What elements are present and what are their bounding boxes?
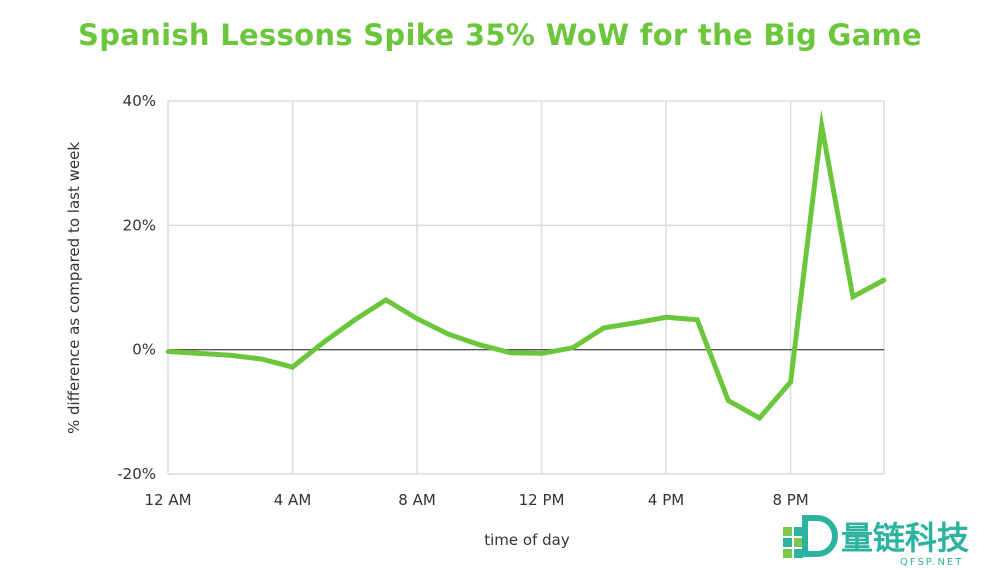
series-layer [165, 109, 887, 422]
y-tick-labels: 40% 20% 0% -20% [117, 92, 156, 483]
data-point [321, 339, 327, 345]
y-axis-title: % difference as compared to last week [65, 142, 83, 434]
watermark-subtext: QFSP.NET [900, 557, 963, 568]
data-point [881, 277, 887, 283]
x-tick-labels: 12 AM 4 AM 8 AM 12 PM 4 PM 8 PM [144, 491, 808, 509]
series-line [167, 109, 886, 422]
data-point [227, 352, 233, 358]
data-point [508, 350, 513, 356]
x-axis-title: time of day [484, 531, 570, 549]
data-point [445, 331, 451, 337]
data-point [290, 364, 295, 370]
x-tick-label: 8 PM [772, 491, 808, 509]
grid-lines [167, 100, 885, 475]
data-point [383, 297, 389, 303]
y-tick-label: 40% [123, 92, 156, 110]
watermark-text: 量链科技 [841, 519, 969, 557]
data-point [196, 350, 202, 356]
data-point [414, 316, 420, 321]
x-tick-label: 12 PM [519, 491, 565, 509]
data-point [757, 415, 762, 421]
data-point [788, 379, 794, 385]
watermark: 量链科技 QFSP.NET [783, 515, 969, 568]
data-point [476, 342, 482, 348]
data-point [570, 345, 576, 351]
data-point [632, 320, 638, 326]
watermark-logo-icon [783, 515, 838, 558]
y-tick-label: 20% [123, 216, 156, 234]
data-point [258, 356, 264, 362]
chart-title: Spanish Lessons Spike 35% WoW for the Bi… [78, 18, 922, 52]
data-point [725, 398, 731, 404]
data-point [165, 349, 171, 354]
data-point [539, 350, 544, 356]
data-point [819, 123, 825, 129]
y-tick-label: 0% [132, 341, 156, 359]
x-tick-label: 12 AM [144, 491, 191, 509]
x-tick-label: 8 AM [398, 491, 436, 509]
data-point [601, 325, 607, 331]
x-tick-label: 4 PM [648, 491, 684, 509]
data-point [694, 317, 700, 323]
x-tick-label: 4 AM [274, 491, 312, 509]
data-point [352, 317, 358, 323]
data-point [663, 314, 669, 320]
data-point [850, 294, 856, 300]
y-tick-label: -20% [117, 465, 156, 483]
